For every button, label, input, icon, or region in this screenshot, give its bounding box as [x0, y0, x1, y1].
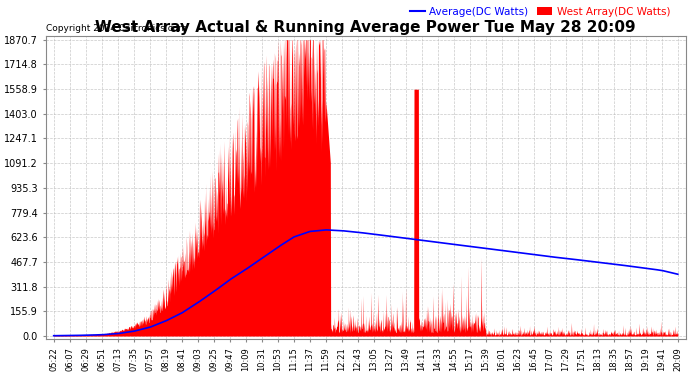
- Legend: Average(DC Watts), West Array(DC Watts): Average(DC Watts), West Array(DC Watts): [405, 2, 674, 21]
- Text: Copyright 2024 Cartronics.com: Copyright 2024 Cartronics.com: [46, 24, 187, 33]
- Title: West Array Actual & Running Average Power Tue May 28 20:09: West Array Actual & Running Average Powe…: [95, 20, 636, 35]
